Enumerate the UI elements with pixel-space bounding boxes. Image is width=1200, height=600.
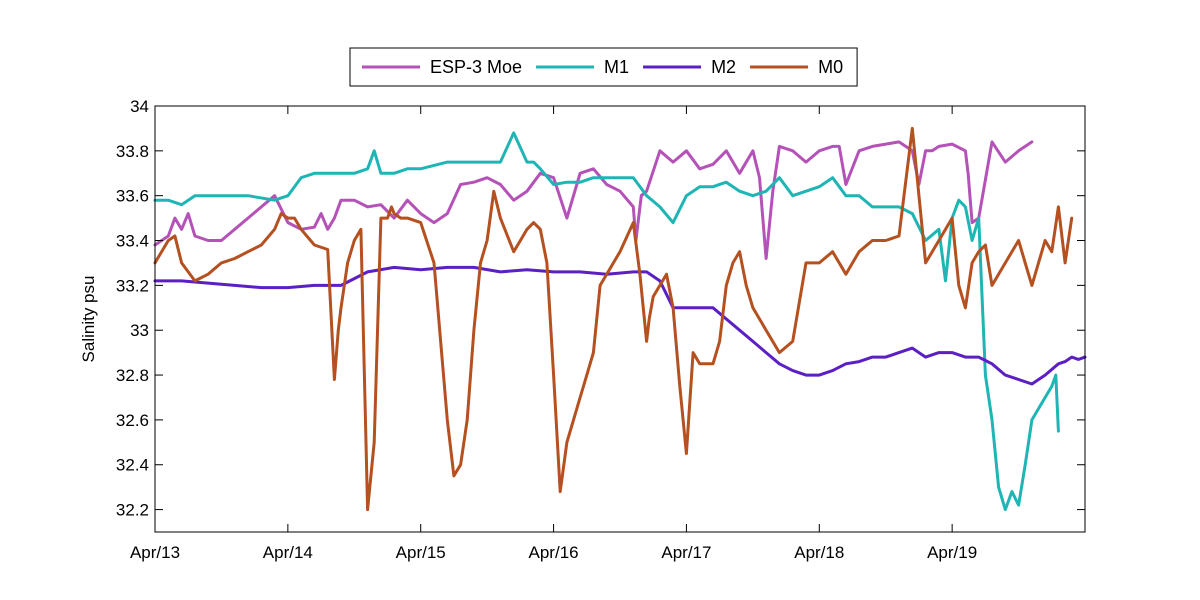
x-tick-label: Apr/14 <box>263 543 313 562</box>
x-tick-label: Apr/13 <box>130 543 180 562</box>
y-tick-label: 32.8 <box>116 366 149 385</box>
plot-frame <box>154 105 1086 533</box>
y-tick-label: 32.4 <box>116 456 149 475</box>
series-line-m2 <box>153 265 1087 386</box>
y-tick-label: 33.6 <box>116 187 149 206</box>
series-layer <box>153 126 1087 512</box>
x-axis: Apr/13 Apr/14 Apr/15 Apr/16 Apr/17 Apr/18 Apr/… <box>130 106 977 562</box>
x-tick-label: Apr/16 <box>529 543 579 562</box>
y-tick-label: 33.8 <box>116 142 149 161</box>
legend-entry-label: M0 <box>818 57 843 77</box>
x-tick-label: Apr/17 <box>661 543 711 562</box>
legend-entry-label: ESP-3 Moe <box>430 57 522 77</box>
x-tick-label: Apr/15 <box>396 543 446 562</box>
y-axis: 32.2 32.4 32.6 32.8 33 33.2 33.4 33.6 33.8 34 <box>116 97 1085 520</box>
y-tick-label: 32.6 <box>116 411 149 430</box>
series-line-m1 <box>153 131 1060 512</box>
x-tick-label: Apr/18 <box>794 543 844 562</box>
y-tick-label: 33 <box>130 321 149 340</box>
y-tick-label: 34 <box>130 97 149 116</box>
legend-entry-label: M1 <box>604 57 629 77</box>
series-line-esp-3-moe <box>153 140 1034 260</box>
legend: ESP-3 Moe M1 M2 M0 <box>349 47 858 87</box>
y-tick-label: 33.2 <box>116 276 149 295</box>
series-line-m0 <box>153 126 1074 512</box>
legend-entry-label: M2 <box>711 57 736 77</box>
y-axis-label: Salinity psu <box>79 276 98 363</box>
x-tick-label: Apr/19 <box>927 543 977 562</box>
y-tick-label: 33.4 <box>116 232 149 251</box>
y-tick-label: 32.2 <box>116 501 149 520</box>
